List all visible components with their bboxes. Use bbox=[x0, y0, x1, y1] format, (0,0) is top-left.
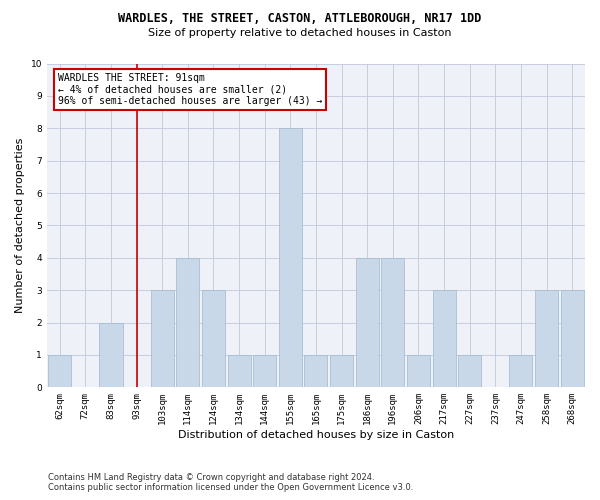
Bar bbox=[253, 355, 276, 388]
Bar bbox=[356, 258, 379, 388]
Text: Size of property relative to detached houses in Caston: Size of property relative to detached ho… bbox=[148, 28, 452, 38]
Text: Contains public sector information licensed under the Open Government Licence v3: Contains public sector information licen… bbox=[48, 482, 413, 492]
Bar bbox=[458, 355, 481, 388]
Bar bbox=[304, 355, 328, 388]
Bar bbox=[560, 290, 584, 388]
Bar bbox=[407, 355, 430, 388]
Text: Contains HM Land Registry data © Crown copyright and database right 2024.: Contains HM Land Registry data © Crown c… bbox=[48, 472, 374, 482]
Bar bbox=[330, 355, 353, 388]
Bar bbox=[202, 290, 225, 388]
Bar bbox=[381, 258, 404, 388]
Bar bbox=[48, 355, 71, 388]
Y-axis label: Number of detached properties: Number of detached properties bbox=[15, 138, 25, 313]
Bar bbox=[151, 290, 174, 388]
Text: WARDLES THE STREET: 91sqm
← 4% of detached houses are smaller (2)
96% of semi-de: WARDLES THE STREET: 91sqm ← 4% of detach… bbox=[58, 73, 322, 106]
Bar bbox=[509, 355, 532, 388]
Bar bbox=[100, 322, 122, 388]
Bar bbox=[433, 290, 455, 388]
X-axis label: Distribution of detached houses by size in Caston: Distribution of detached houses by size … bbox=[178, 430, 454, 440]
Bar bbox=[535, 290, 558, 388]
Bar bbox=[227, 355, 251, 388]
Bar bbox=[176, 258, 199, 388]
Text: WARDLES, THE STREET, CASTON, ATTLEBOROUGH, NR17 1DD: WARDLES, THE STREET, CASTON, ATTLEBOROUG… bbox=[118, 12, 482, 26]
Bar bbox=[279, 128, 302, 388]
